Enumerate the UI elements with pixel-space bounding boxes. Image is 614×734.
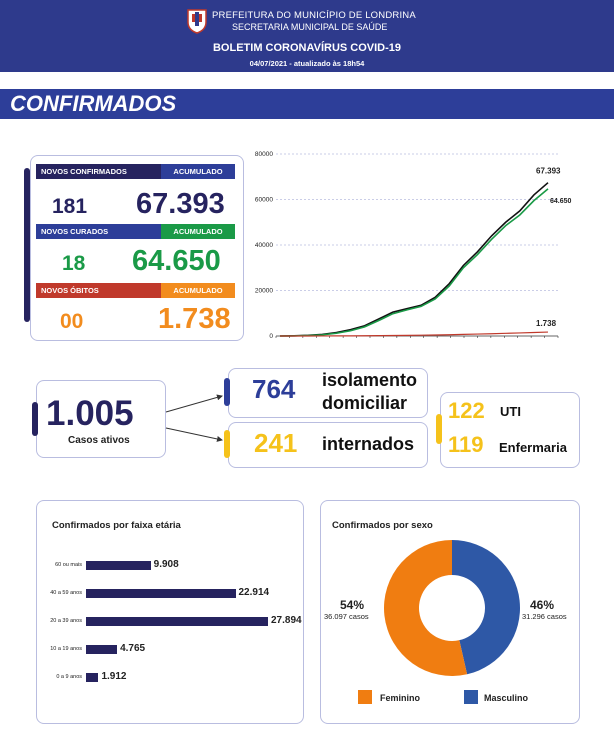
ward-label: Enfermaria bbox=[499, 440, 567, 455]
hospital-box bbox=[228, 422, 428, 468]
section-band: CONFIRMADOS bbox=[0, 89, 614, 119]
y-tick-label: 0 bbox=[269, 333, 273, 340]
hospital-label: internados bbox=[322, 434, 415, 454]
confirmed-label: NOVOS CONFIRMADOS bbox=[36, 164, 167, 179]
header: PREFEITURA DO MUNICÍPIO DE LONDRINA SECR… bbox=[0, 0, 614, 72]
male-percent: 46% bbox=[530, 598, 555, 612]
cured-label: NOVOS CURADOS bbox=[36, 224, 167, 239]
active-number: 1.005 bbox=[46, 394, 134, 433]
series-end-label: 1.738 bbox=[536, 319, 557, 328]
cured-total: 64.650 bbox=[132, 245, 221, 277]
cured-acc-label: ACUMULADO bbox=[161, 224, 235, 239]
sex-chart-title: Confirmados por sexo bbox=[332, 520, 433, 531]
header-line2: SECRETARIA MUNICIPAL DE SAÚDE bbox=[232, 22, 388, 32]
male-count: 31.296 casos bbox=[522, 612, 567, 621]
crest-icon bbox=[187, 9, 207, 34]
age-bar bbox=[86, 673, 99, 682]
icu-box bbox=[440, 392, 580, 468]
deaths-label: NOVOS ÓBITOS bbox=[36, 283, 167, 298]
deaths-total: 1.738 bbox=[158, 303, 231, 335]
isolation-label2: domiciliar bbox=[322, 393, 408, 413]
active-label: Casos ativos bbox=[68, 435, 130, 446]
donut-slice bbox=[452, 540, 521, 675]
age-bar-value: 22.914 bbox=[238, 587, 270, 598]
female-count: 36.097 casos bbox=[324, 612, 369, 621]
age-bar-value: 9.908 bbox=[153, 559, 179, 570]
confirmed-acc-label: ACUMULADO bbox=[161, 164, 235, 179]
series-line bbox=[279, 188, 549, 337]
confirmed-total: 67.393 bbox=[136, 188, 225, 220]
bulletin-date: 04/07/2021 - atualizado às 18h54 bbox=[249, 59, 365, 68]
age-bar bbox=[86, 617, 268, 626]
cumulative-line-chart: 80000 60000 40000 20000 0 67.393 64.650 1.738 bbox=[255, 151, 572, 340]
age-chart-title: Confirmados por faixa etária bbox=[52, 520, 181, 531]
series-line bbox=[279, 182, 549, 337]
age-bar-value: 1.912 bbox=[101, 671, 127, 682]
isolation-value: 764 bbox=[252, 374, 296, 404]
age-chart-box bbox=[36, 500, 304, 724]
age-bar-label: 20 a 39 anos bbox=[50, 618, 82, 624]
bulletin-title: BOLETIM CORONAVÍRUS COVID-19 bbox=[212, 42, 402, 54]
y-tick-label: 60000 bbox=[255, 197, 273, 204]
arrows bbox=[165, 394, 223, 442]
hospital-value: 241 bbox=[254, 428, 298, 458]
cured-new: 18 bbox=[62, 252, 86, 275]
series-end-label: 67.393 bbox=[536, 167, 561, 176]
confirmed-new: 181 bbox=[52, 195, 88, 218]
y-tick-label: 40000 bbox=[255, 242, 273, 249]
active-left-bar bbox=[32, 402, 38, 436]
age-bar bbox=[86, 589, 236, 598]
legend-male-swatch bbox=[464, 690, 478, 704]
isolation-label1: isolamento bbox=[322, 370, 418, 390]
sex-donut-chart bbox=[384, 540, 521, 676]
series-line bbox=[279, 331, 549, 337]
female-percent: 54% bbox=[340, 598, 365, 612]
legend-female-label: Feminino bbox=[380, 693, 420, 703]
age-bar-label: 10 a 19 anos bbox=[50, 646, 82, 652]
active-box bbox=[36, 380, 166, 458]
deaths-acc-label: ACUMULADO bbox=[161, 283, 235, 298]
age-bar-value: 4.765 bbox=[120, 643, 146, 654]
uti-value: 122 bbox=[448, 398, 485, 423]
age-bar bbox=[86, 645, 118, 654]
age-bar-value: 27.894 bbox=[271, 615, 302, 626]
sex-chart-box bbox=[320, 500, 580, 724]
stats-box bbox=[30, 155, 244, 341]
isolation-left-bar bbox=[224, 378, 230, 406]
ward-value: 119 bbox=[448, 432, 484, 457]
age-bar-label: 60 ou mais bbox=[55, 562, 82, 568]
y-tick-label: 20000 bbox=[255, 288, 273, 295]
donut-slice bbox=[384, 540, 468, 676]
deaths-new: 00 bbox=[60, 310, 84, 333]
legend-female-swatch bbox=[358, 690, 372, 704]
icu-left-bar bbox=[436, 414, 442, 444]
age-bar-label: 40 a 59 anos bbox=[50, 590, 82, 596]
hospital-left-bar bbox=[224, 430, 230, 458]
uti-label: UTI bbox=[500, 404, 521, 419]
stats-left-bar bbox=[24, 168, 30, 322]
isolation-box bbox=[228, 368, 428, 418]
header-line1: PREFEITURA DO MUNICÍPIO DE LONDRINA bbox=[212, 10, 416, 21]
legend-male-label: Masculino bbox=[484, 693, 529, 703]
series-end-label: 64.650 bbox=[550, 198, 572, 205]
section-title: CONFIRMADOS bbox=[10, 91, 177, 116]
age-bar-label: 0 a 9 anos bbox=[56, 674, 82, 680]
age-bar bbox=[86, 561, 151, 570]
y-tick-label: 80000 bbox=[255, 151, 273, 158]
